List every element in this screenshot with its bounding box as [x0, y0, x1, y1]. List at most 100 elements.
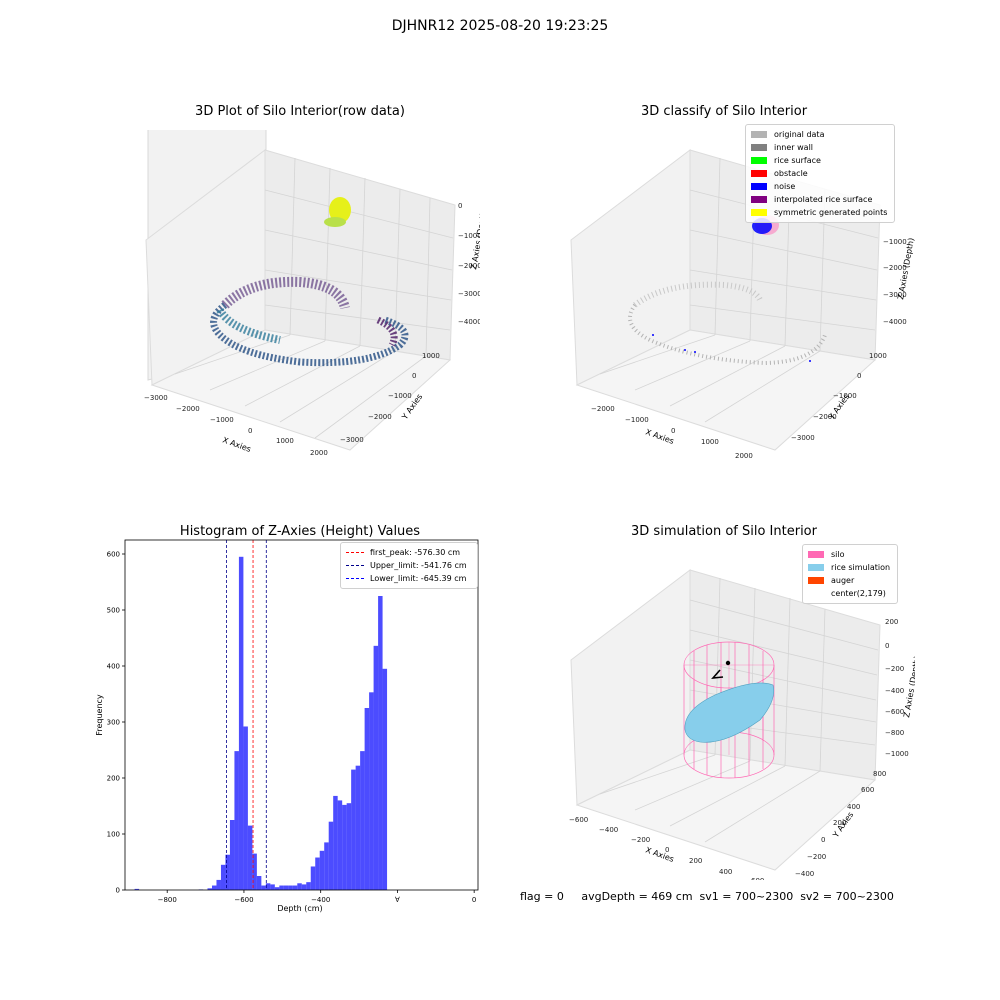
classify-x-ticks: −2000 −1000 0 1000 2000: [591, 405, 753, 460]
raw-y-tick: −3000: [340, 436, 364, 444]
classify-plot-title: 3D classify of Silo Interior: [640, 104, 808, 119]
sim-y-tick: −400: [795, 870, 814, 878]
histogram-y-tick: 0: [116, 887, 120, 895]
legend-swatch: [751, 157, 767, 164]
histogram-frame: [124, 539, 479, 891]
classify-x-tick: −1000: [625, 416, 649, 424]
sim-y-tick: 800: [873, 770, 886, 778]
classify-y-tick: −2000: [813, 413, 837, 421]
raw-plot-title: 3D Plot of Silo Interior(row data): [195, 104, 405, 119]
classify-x-tick: −2000: [591, 405, 615, 413]
raw-y-tick: −2000: [368, 413, 392, 421]
histogram-bar: [328, 821, 334, 890]
rice-simulation-surface: [684, 682, 774, 743]
legend-label: symmetric generated points: [774, 208, 888, 217]
histogram-bar: [324, 842, 329, 890]
histogram-bar: [315, 857, 320, 890]
sim-z-tick: −600: [885, 708, 904, 716]
histogram-bar: [351, 769, 356, 890]
raw-point-cloud: [210, 197, 409, 367]
sim-x-tick: 600: [751, 877, 764, 880]
raw-x-tick: −1000: [210, 416, 234, 424]
histogram-bar: [319, 850, 325, 890]
histogram-x-tick: 0: [472, 896, 476, 904]
raw-floor-pane: [150, 329, 452, 451]
classify-x-tick: 2000: [735, 452, 753, 460]
sim-y-tick: 600: [861, 786, 874, 794]
sim-x-label: X Axies: [644, 845, 675, 864]
legend-label: first_peak: -576.30 cm: [370, 548, 461, 557]
classify-y-tick: −1000: [833, 392, 857, 400]
sim-x-tick: 0: [665, 846, 669, 854]
legend-swatch: [751, 170, 767, 177]
raw-z-tick: −2000: [458, 262, 480, 270]
legend-swatch: [808, 590, 824, 597]
raw-z-ticks: 0 −1000 −2000 −3000 −4000: [458, 202, 480, 326]
histogram-y-tick: 200: [107, 775, 120, 783]
sim-x-tick: −600: [569, 816, 588, 824]
figure-title: DJHNR12 2025-08-20 19:23:25: [391, 18, 609, 34]
raw-z-tick: −4000: [458, 318, 480, 326]
legend-entry: obstacle: [751, 167, 889, 180]
sim-x-tick: 400: [719, 868, 732, 876]
histogram-bar: [310, 866, 316, 890]
classify-y-ticks: 1000 0 −1000 −2000 −3000: [791, 352, 887, 442]
classify-y-tick: 0: [857, 372, 861, 380]
legend-swatch: [751, 209, 767, 216]
classify-x-tick: 1000: [701, 438, 719, 446]
classify-y-tick: −3000: [791, 434, 815, 442]
histogram-bar: [301, 884, 307, 890]
histogram-bar: [247, 825, 253, 890]
sim-y-tick: 400: [847, 803, 860, 811]
legend-swatch: [751, 131, 767, 138]
histogram-y-tick: 500: [107, 607, 120, 615]
sim-y-tick: 0: [821, 836, 825, 844]
legend-swatch: [808, 577, 824, 584]
legend-entry: Lower_limit: -645.39 cm: [346, 572, 472, 585]
histogram-bar: [378, 596, 383, 890]
histogram-y-tick: 300: [107, 719, 120, 727]
histogram-x-tick: −400: [311, 896, 330, 904]
histogram-legend: first_peak: -576.30 cm Upper_limit: -541…: [340, 542, 478, 589]
sim-y-ticks: 800 600 400 200 0 −200 −400: [795, 770, 886, 878]
legend-label: auger: [831, 576, 855, 585]
simulation-legend: silo rice simulation auger center(2,179): [802, 544, 898, 604]
center-marker: [725, 660, 731, 666]
sim-z-tick: −200: [885, 665, 904, 673]
raw-x-tick: 0: [248, 427, 252, 435]
histogram-bar: [283, 885, 289, 890]
histogram-x-label: Depth (cm): [277, 904, 322, 913]
legend-swatch: [751, 183, 767, 190]
legend-swatch: [808, 551, 824, 558]
sim-z-tick: −400: [885, 687, 904, 695]
legend-entry: Upper_limit: -541.76 cm: [346, 559, 472, 572]
histogram-x-tick: ∀: [395, 896, 400, 904]
histogram-y-tick: 100: [107, 831, 120, 839]
raw-3d-plot: 0 −1000 −2000 −3000 −4000 Z Axies (Depth…: [144, 130, 480, 457]
histogram-title: Histogram of Z-Axies (Height) Values: [179, 524, 421, 539]
legend-label: silo: [831, 550, 845, 559]
histogram-bar: [216, 879, 221, 890]
legend-entry: silo: [808, 548, 892, 561]
legend-entry: symmetric generated points: [751, 206, 889, 219]
legend-label: interpolated rice surface: [774, 195, 873, 204]
histogram-bar: [225, 854, 230, 890]
classify-x-tick: 0: [671, 427, 675, 435]
legend-label: rice surface: [774, 156, 821, 165]
raw-z-label: Z Axies (Depth): [469, 207, 480, 270]
legend-entry: interpolated rice surface: [751, 193, 889, 206]
histogram-bar: [292, 885, 298, 890]
legend-label: center(2,179): [831, 589, 886, 598]
histogram-y-tick: 400: [107, 663, 120, 671]
histogram-bar: [288, 885, 293, 890]
histogram-bar: [229, 820, 235, 890]
sim-x-tick: −200: [631, 836, 650, 844]
legend-label: inner wall: [774, 143, 814, 152]
legend-entry: inner wall: [751, 141, 889, 154]
legend-entry: rice simulation: [808, 561, 892, 574]
legend-label: Lower_limit: -645.39 cm: [370, 574, 467, 583]
legend-line: [346, 565, 364, 566]
histogram-x-tick: −600: [234, 896, 253, 904]
sim-x-ticks: −600 −400 −200 0 200 400 600: [569, 816, 764, 880]
sim-floor-pane: [575, 749, 877, 871]
